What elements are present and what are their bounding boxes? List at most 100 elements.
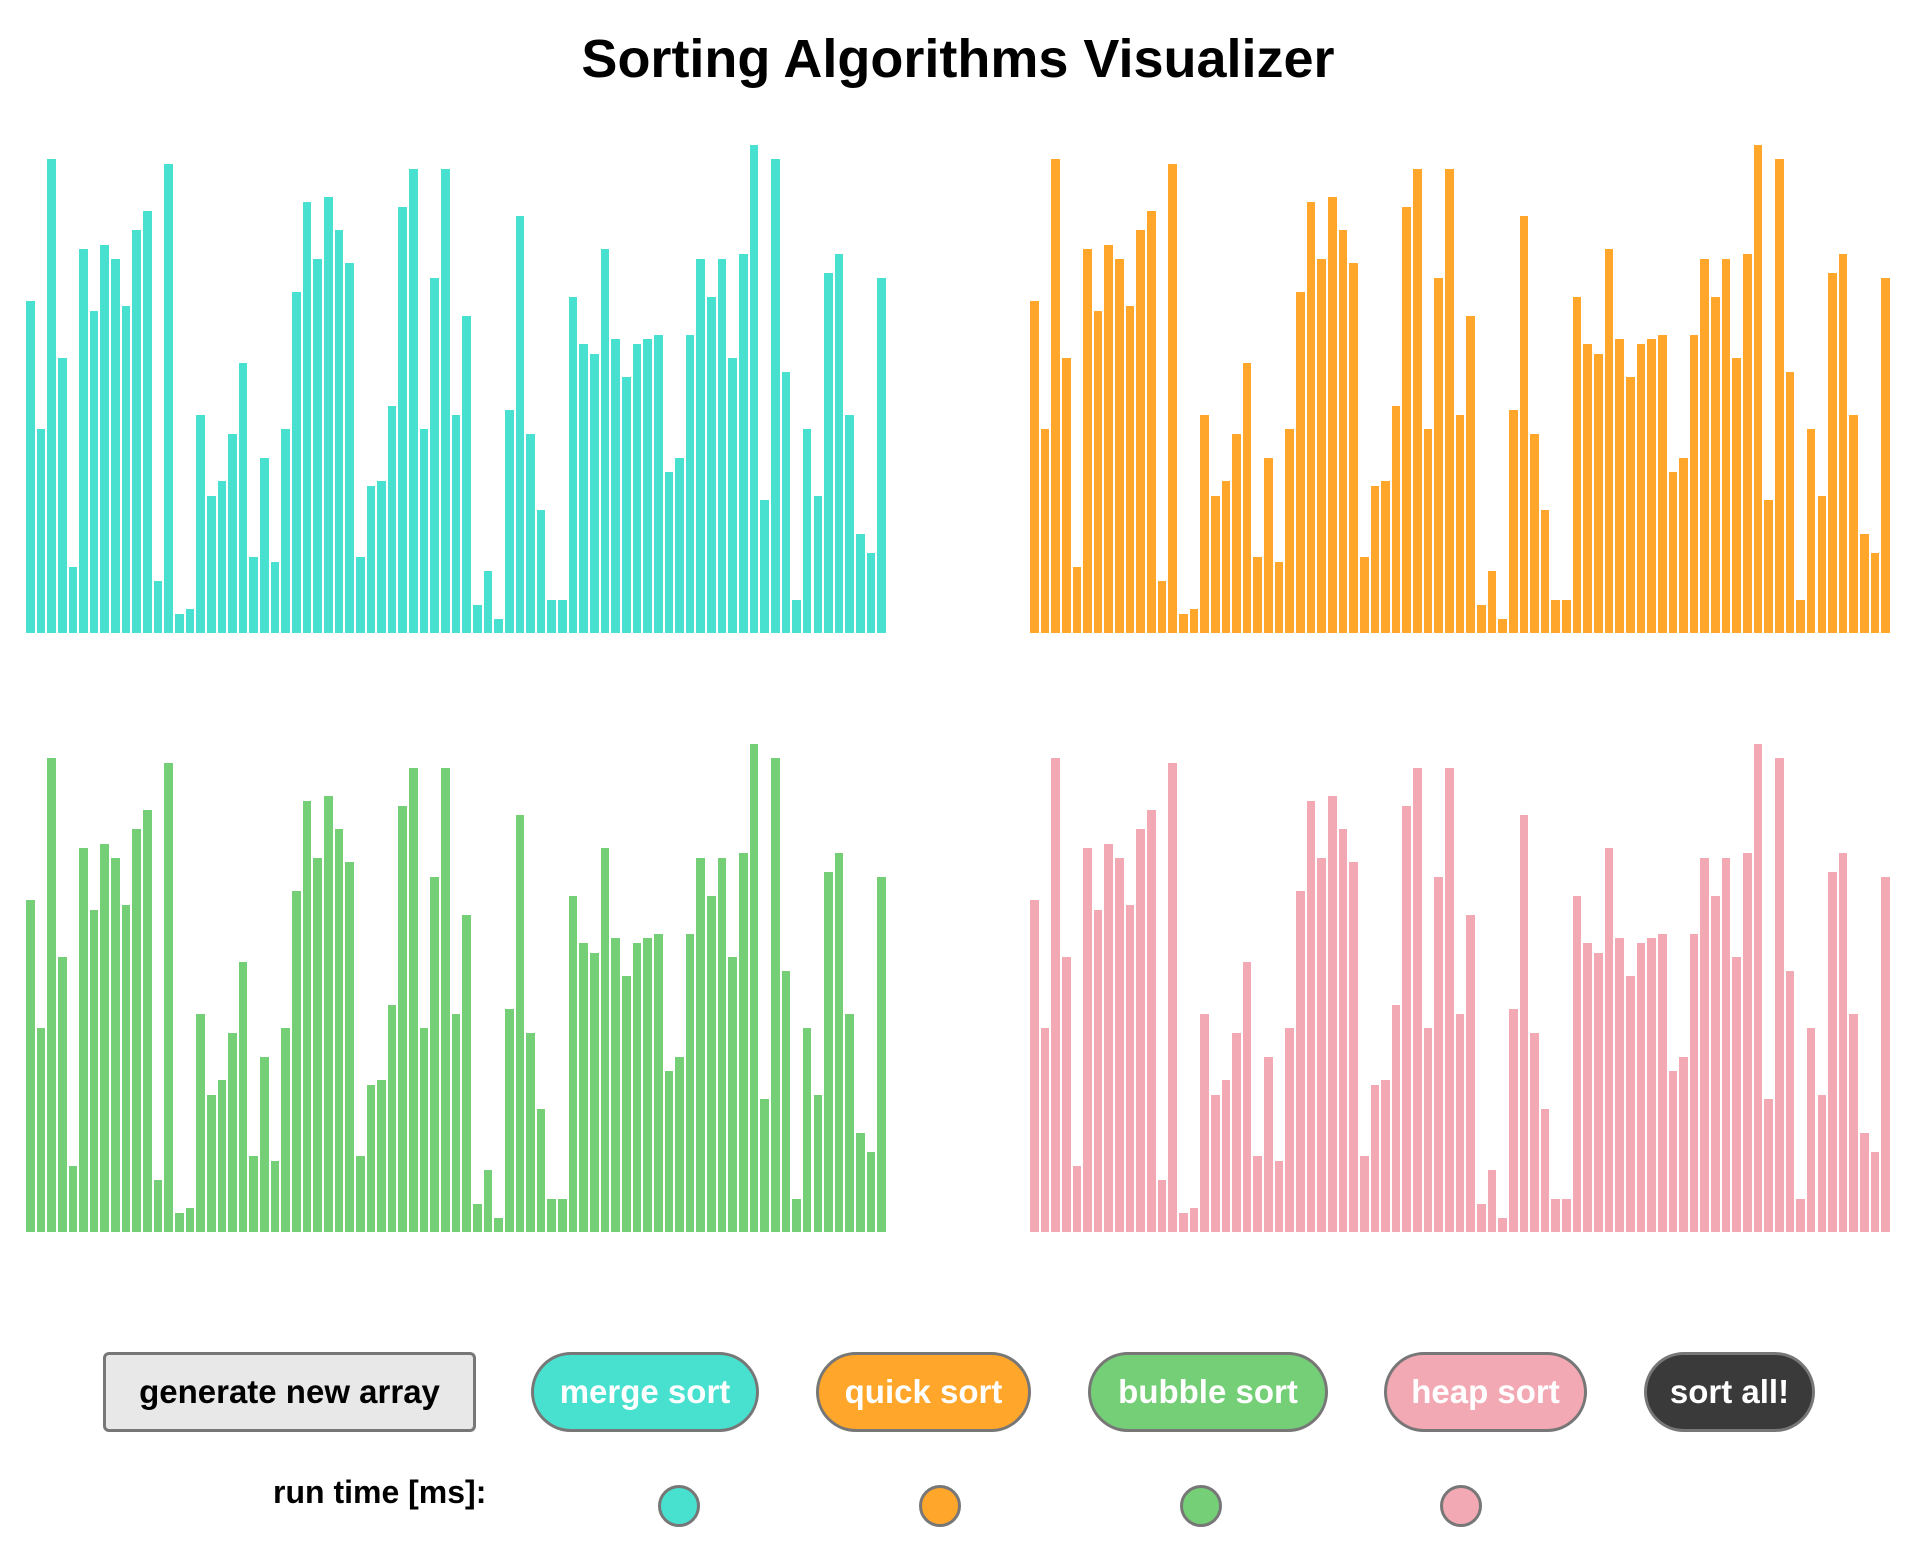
merge-bar-52	[579, 344, 588, 633]
heap-bar-65	[1721, 857, 1731, 1232]
quick-bar-28	[1327, 197, 1337, 633]
bubble-bar-74	[813, 1094, 823, 1232]
heap-bar-79	[1870, 1151, 1880, 1232]
heap-bar-46	[1519, 815, 1529, 1232]
heap-bar-10	[1136, 829, 1146, 1232]
heap-bar-51	[1572, 895, 1582, 1232]
merge-bar-29	[334, 230, 344, 633]
merge-bar-70	[770, 159, 780, 633]
quick-bar-18	[1221, 481, 1231, 633]
quick-bar-50	[1562, 599, 1571, 633]
merge-bar-47	[526, 434, 535, 633]
merge-sort-button[interactable]: merge sort	[531, 1352, 759, 1432]
bubble-bar-70	[770, 758, 780, 1232]
merge-bar-48	[536, 509, 546, 633]
heap-sort-button[interactable]: heap sort	[1384, 1352, 1587, 1432]
bubble-bar-6	[89, 909, 99, 1232]
quick-bar-1	[1040, 429, 1050, 633]
heap-bar-20	[1242, 961, 1252, 1232]
bubble-bar-65	[717, 857, 727, 1232]
merge-bar-40	[451, 415, 461, 633]
quick-bar-68	[1753, 145, 1763, 633]
merge-bar-53	[590, 353, 599, 633]
bubble-bar-61	[675, 1056, 684, 1232]
merge-bar-42	[472, 604, 482, 633]
heap-bar-23	[1274, 1160, 1284, 1232]
bubble-bar-60	[664, 1070, 674, 1232]
heap-bar-74	[1817, 1094, 1827, 1232]
heap-bar-76	[1838, 853, 1848, 1232]
quick-bar-47	[1530, 434, 1539, 633]
bubble-bar-28	[323, 796, 333, 1232]
heap-bar-36	[1413, 767, 1422, 1232]
merge-bar-55	[611, 339, 620, 633]
sort-all-button[interactable]: sort all!	[1644, 1352, 1815, 1432]
bubble-bar-40	[451, 1014, 461, 1232]
quick-bar-64	[1711, 296, 1720, 633]
heap-bar-56	[1625, 976, 1635, 1232]
quick-bar-19	[1232, 434, 1241, 633]
quick-sort-button[interactable]: quick sort	[816, 1352, 1031, 1432]
quick-bar-72	[1796, 599, 1805, 633]
heap-bar-18	[1221, 1080, 1231, 1232]
quick-bar-13	[1168, 164, 1177, 633]
heap-bar-31	[1359, 1156, 1369, 1232]
bubble-bar-68	[749, 744, 759, 1232]
bubble-bar-46	[515, 815, 525, 1232]
merge-bar-26	[302, 201, 312, 633]
merge-bar-6	[89, 310, 99, 633]
heap-bar-38	[1434, 876, 1444, 1232]
bubble-bar-20	[238, 961, 248, 1232]
quick-bar-40	[1455, 415, 1465, 633]
quick-bar-52	[1583, 344, 1592, 633]
merge-bar-9	[121, 306, 131, 633]
bubble-bar-67	[739, 853, 748, 1232]
bubble-bar-42	[472, 1203, 482, 1232]
bubble-sort-button[interactable]: bubble sort	[1088, 1352, 1328, 1432]
heap-bar-72	[1796, 1198, 1805, 1232]
merge-bar-50	[558, 599, 567, 633]
quick-bar-3	[1061, 358, 1071, 633]
quick-bar-62	[1689, 334, 1699, 633]
bubble-bar-80	[877, 876, 886, 1232]
bubble-runtime-indicator	[1180, 1485, 1222, 1527]
heap-bar-47	[1530, 1033, 1539, 1232]
quick-bar-6	[1093, 310, 1103, 633]
bubble-bar-38	[430, 876, 440, 1232]
merge-bar-78	[856, 533, 865, 633]
merge-bar-37	[419, 429, 429, 633]
quick-bar-14	[1178, 614, 1188, 633]
bubble-bar-21	[249, 1156, 259, 1232]
merge-bar-28	[323, 197, 333, 633]
bubble-bar-26	[302, 800, 312, 1232]
quick-bar-53	[1594, 353, 1603, 633]
heap-bar-55	[1615, 938, 1624, 1232]
merge-bar-43	[483, 571, 493, 633]
bubble-bar-23	[270, 1160, 280, 1232]
quick-bar-74	[1817, 495, 1827, 633]
heap-bar-7	[1104, 843, 1114, 1232]
merge-bar-1	[36, 429, 46, 633]
merge-bar-34	[387, 405, 397, 633]
heap-bar-45	[1508, 1009, 1518, 1232]
heap-bar-80	[1881, 876, 1890, 1232]
merge-bar-3	[57, 358, 67, 633]
bubble-bar-3	[57, 957, 67, 1232]
bubble-bar-34	[387, 1004, 397, 1232]
bubble-bar-0	[26, 900, 35, 1232]
quick-bar-8	[1115, 258, 1124, 633]
generate-new-array-button[interactable]: generate new array	[103, 1352, 476, 1432]
bubble-bar-73	[802, 1028, 812, 1232]
heap-bar-73	[1806, 1028, 1816, 1232]
quick-bar-76	[1838, 254, 1848, 633]
bubble-bar-7	[100, 843, 110, 1232]
heap-bar-49	[1551, 1198, 1561, 1232]
run-time-label: run time [ms]:	[273, 1474, 487, 1510]
quick-bar-2	[1051, 159, 1060, 633]
bubble-bar-4	[68, 1165, 78, 1232]
quick-bar-66	[1732, 358, 1741, 633]
quick-bar-4	[1072, 566, 1082, 633]
merge-bar-16	[196, 415, 205, 633]
bubble-bar-1	[36, 1028, 46, 1232]
bubble-bar-27	[313, 857, 322, 1232]
